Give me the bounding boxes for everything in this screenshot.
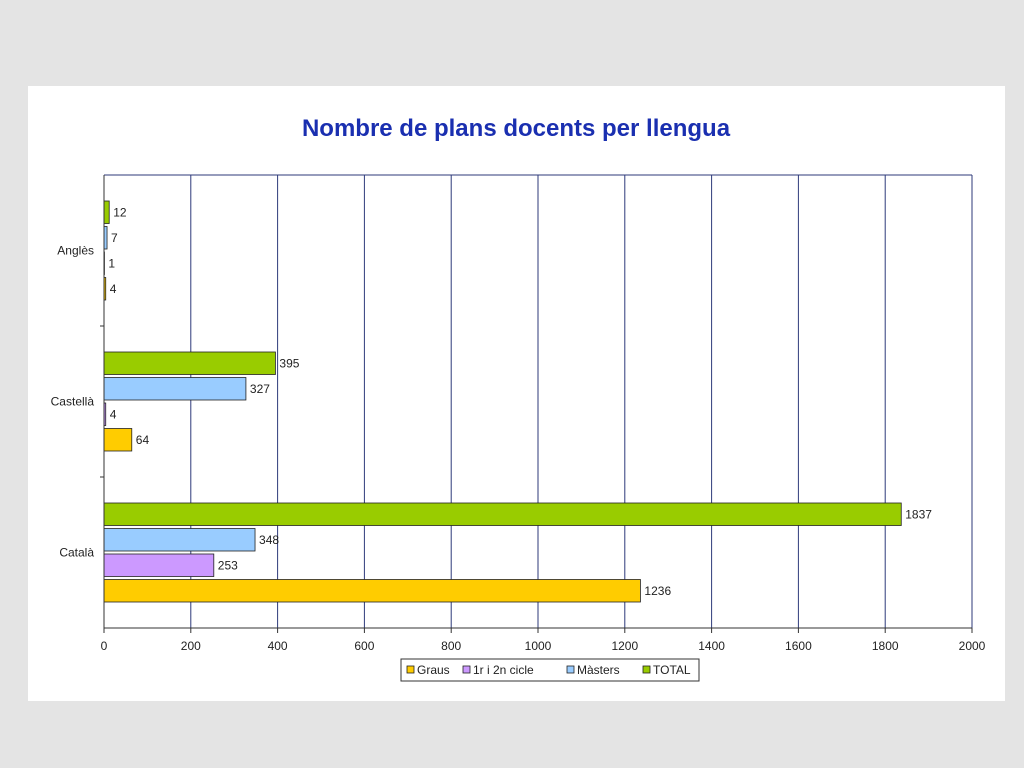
data-label: 4 [110,407,117,421]
x-tick-label: 1800 [872,639,899,653]
x-tick-label: 800 [441,639,461,653]
legend-swatch [462,665,471,674]
x-tick-label: 1600 [785,639,812,653]
data-label: 1837 [905,507,932,521]
x-tick-label: 2000 [959,639,986,653]
legend-swatch [406,665,415,674]
data-label: 12 [113,205,127,219]
legend-swatch [566,665,575,674]
x-tick-label: 400 [268,639,288,653]
bars [103,200,902,603]
data-label: 64 [136,433,150,447]
data-label: 253 [218,558,238,572]
grid-lines [103,175,973,628]
category-label: Català [59,546,94,560]
category-label: Castellà [51,395,95,409]
bar [103,351,276,375]
x-tick-label: 600 [354,639,374,653]
data-labels: 4 1 7 12 64 4 327 395 1236 253 348 1837 [108,205,932,598]
bar [103,553,215,577]
bar [103,528,256,552]
data-label: 7 [111,231,118,245]
data-label: 348 [259,533,279,547]
data-label: 1 [108,256,115,270]
bar-chart: Nombre de plans docents per llengua 0 200… [51,115,986,682]
data-label: 395 [279,356,299,370]
legend-label: 1r i 2n cicle [473,663,534,677]
data-label: 4 [110,282,117,296]
data-label: 1236 [644,584,671,598]
category-label: Anglès [57,244,94,258]
chart-title: Nombre de plans docents per llengua [302,115,731,142]
x-tick-label: 1400 [698,639,725,653]
bar [103,579,641,603]
bar [103,502,902,526]
category-labels: Anglès Castellà Català [51,244,95,560]
legend: Graus 1r i 2n cicle Màsters TOTAL [400,658,700,682]
data-label: 327 [250,382,270,396]
x-tick-label: 0 [101,639,108,653]
x-tick-label: 200 [181,639,201,653]
chart-panel: Nombre de plans docents per llengua 0 200… [28,86,1005,701]
bar [103,428,133,452]
legend-box [400,658,700,682]
bar [103,200,110,224]
legend-label: Graus [417,663,450,677]
x-tick-label: 1200 [611,639,638,653]
legend-swatch [642,665,651,674]
legend-label: Màsters [577,663,620,677]
x-axis-ticks: 0 200 400 600 800 1000 1200 1400 1600 1800 2000 [101,628,986,653]
legend-label: TOTAL [653,663,691,677]
x-tick-label: 1000 [525,639,552,653]
bar [103,377,247,401]
